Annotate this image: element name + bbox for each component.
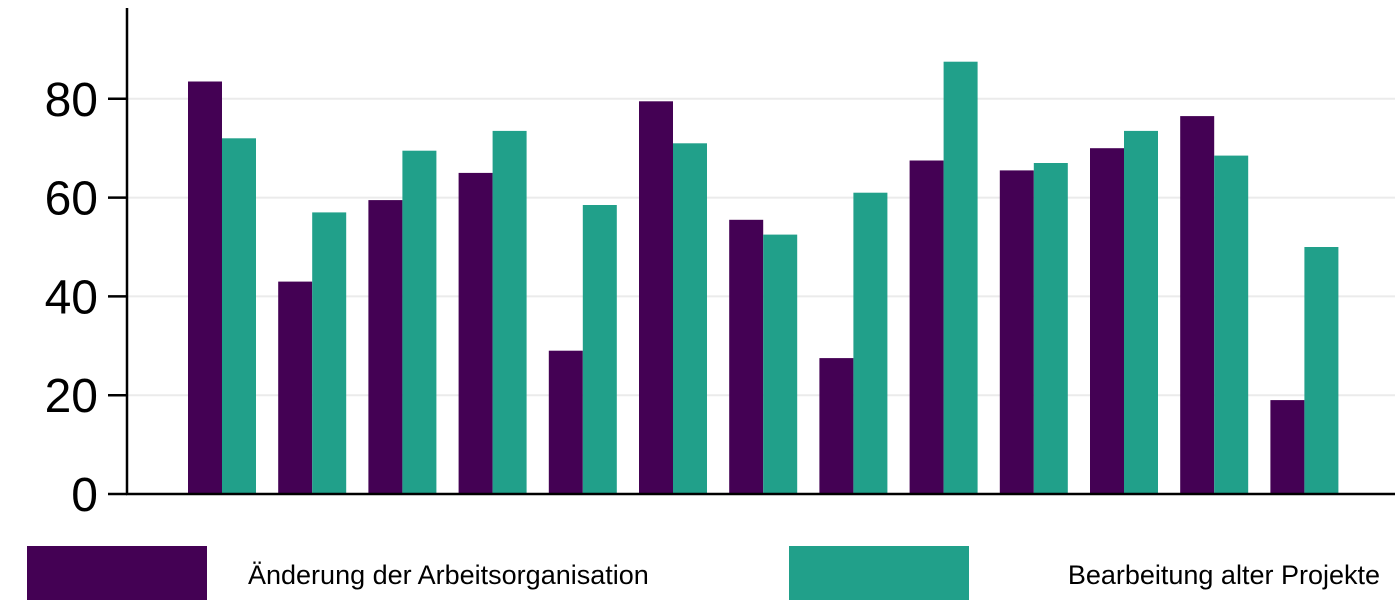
bars [188,61,1339,495]
bar-series-1-category-7 [729,219,764,495]
y-tick-label-20: 20 [45,370,98,423]
bar-series-2-category-3 [402,150,437,494]
bar-series-2-category-5 [582,205,617,494]
y-tick-label-80: 80 [45,74,98,127]
bar-series-2-category-8 [853,192,888,494]
bar-series-1-category-4 [458,172,493,494]
bar-series-1-category-3 [368,200,403,494]
y-tick-label-60: 60 [45,173,98,226]
bar-series-1-category-11 [1090,148,1124,494]
bar-series-2-category-11 [1124,130,1158,494]
bar-series-2-category-7 [763,234,798,494]
axes [125,8,1395,496]
y-tick-label-40: 40 [45,271,98,324]
y-ticks: 0 20 40 60 80 [45,74,127,522]
legend-label-series-1: Änderung der Arbeitsorganisation [248,560,649,590]
legend-swatch-series-2 [789,546,969,600]
bar-series-1-category-10 [999,170,1034,494]
bar-series-1-category-5 [548,350,583,494]
legend: Änderung der Arbeitsorganisation Bearbei… [27,546,1380,600]
bar-series-2-category-12 [1214,155,1249,494]
bar-series-1-category-12 [1180,116,1215,494]
y-tick-label-0: 0 [71,469,98,522]
bar-series-1-category-1 [188,81,222,494]
bar-series-2-category-2 [312,212,347,494]
bar-series-2-category-10 [1033,163,1068,494]
bar-series-1-category-13 [1270,400,1305,494]
legend-swatch-series-1 [27,546,207,600]
bar-series-2-category-1 [222,138,256,495]
bar-series-1-category-9 [909,160,944,494]
bar-series-2-category-4 [492,130,527,494]
bar-series-2-category-9 [943,61,978,494]
legend-label-series-2: Bearbeitung alter Projekte [1068,560,1380,590]
bar-series-2-category-13 [1304,247,1339,494]
bar-series-1-category-6 [639,101,673,495]
bar-series-2-category-6 [673,143,707,495]
bar-series-1-category-2 [278,281,313,494]
bar-series-1-category-8 [819,358,854,494]
